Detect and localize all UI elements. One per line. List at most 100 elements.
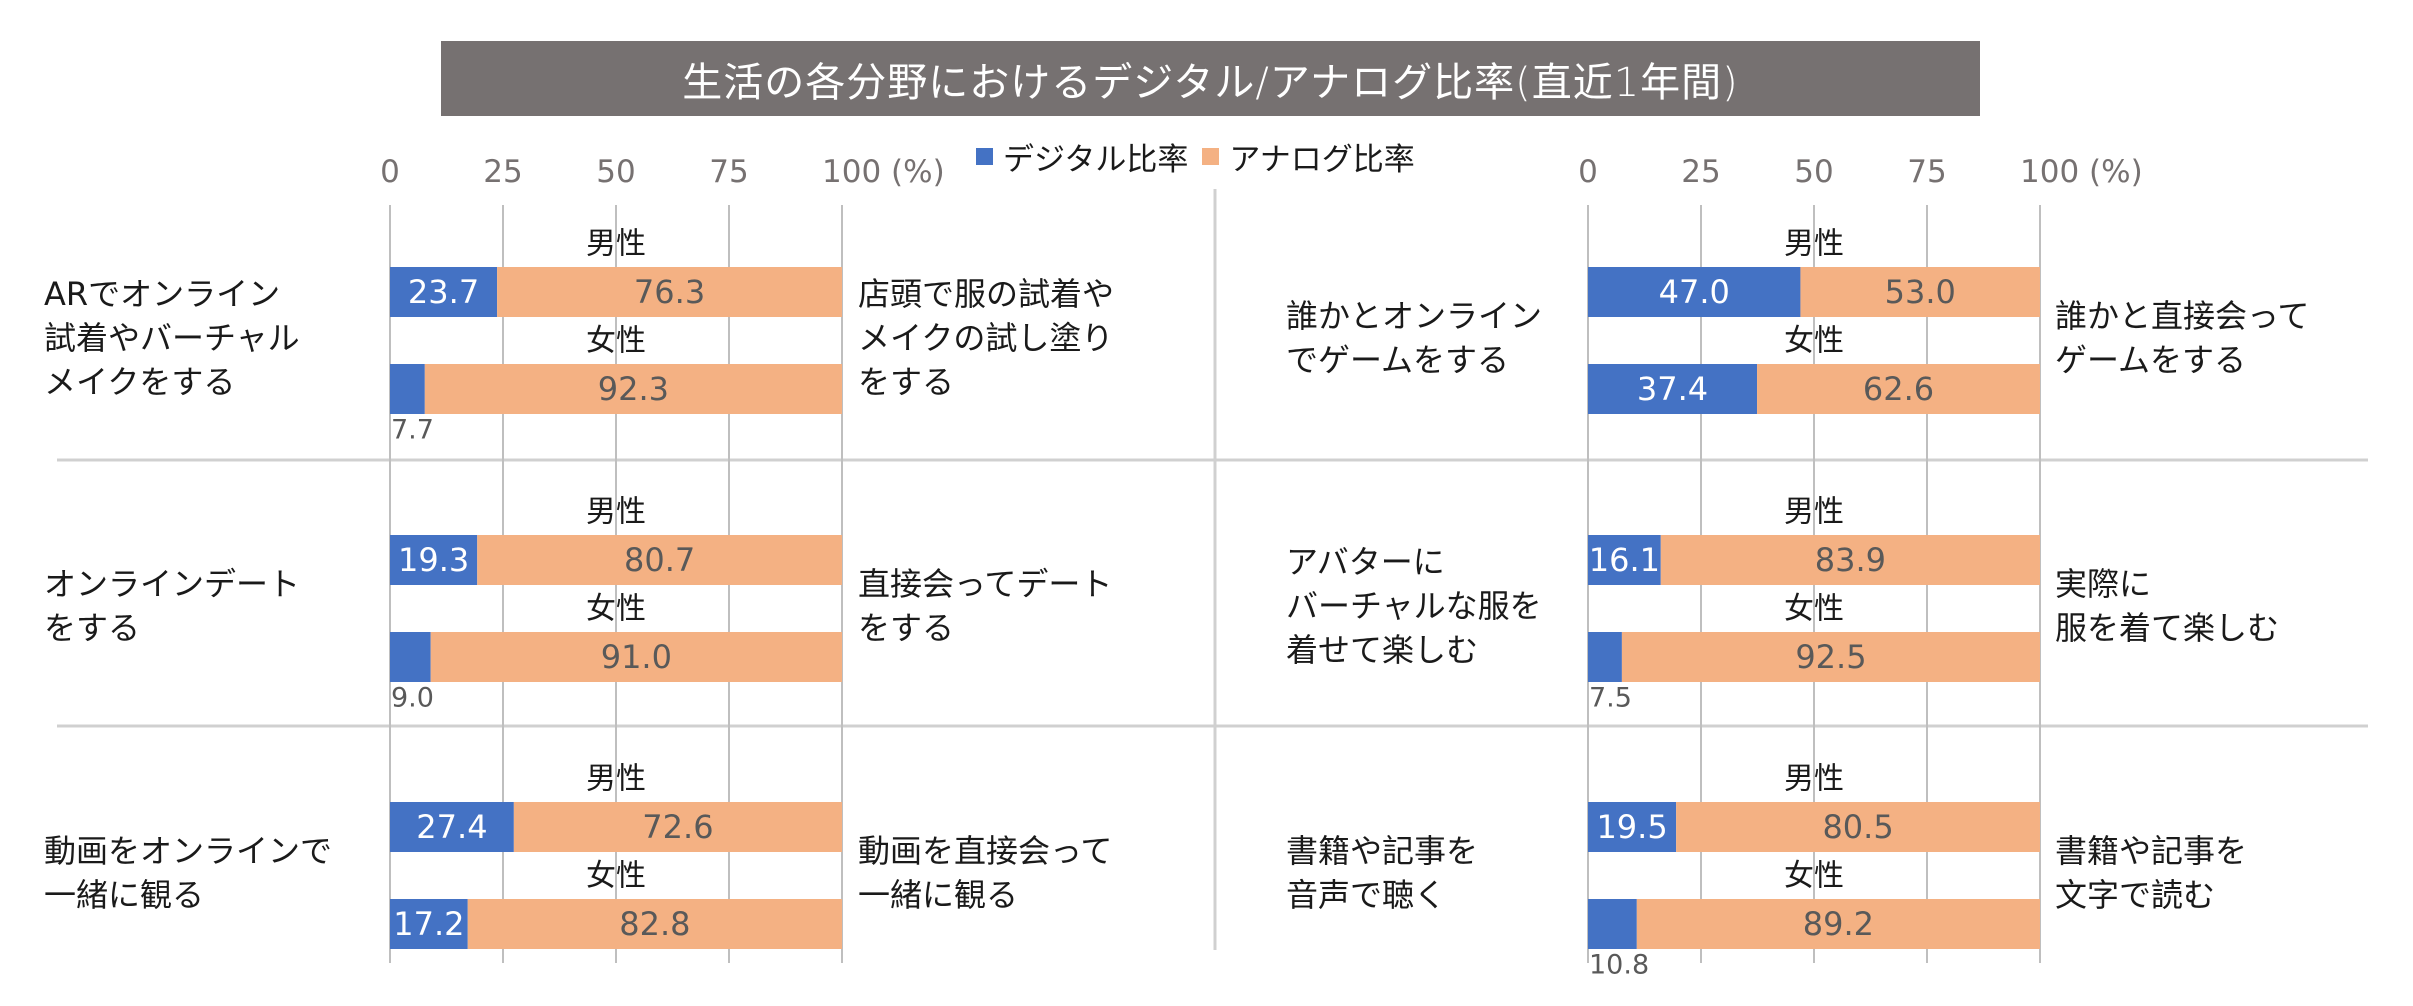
value-label-analog: 92.3 xyxy=(598,370,669,408)
bar-digital xyxy=(1588,535,1661,585)
group-label: 男性 xyxy=(1784,227,1844,262)
bar-digital xyxy=(1588,899,1637,949)
value-label-analog: 89.2 xyxy=(1803,905,1874,943)
bar-analog xyxy=(513,802,842,852)
x-tick-label: 75 xyxy=(709,154,748,190)
value-label-digital: 37.4 xyxy=(1637,370,1708,408)
analog-activity-label-line: 動画を直接会って xyxy=(858,832,1112,870)
analog-activity-label: 書籍や記事を文字で読む xyxy=(2055,832,2247,914)
value-label-digital: 7.5 xyxy=(1589,683,1632,714)
digital-activity-label-line: をする xyxy=(44,609,140,647)
digital-activity-label-line: オンラインデート xyxy=(44,565,300,603)
value-label-analog: 92.5 xyxy=(1795,638,1866,676)
analog-activity-label: 動画を直接会って一緒に観る xyxy=(858,832,1112,914)
bar-analog xyxy=(1660,535,2040,585)
bar-analog xyxy=(497,267,842,317)
bar-analog xyxy=(1757,364,2040,414)
legend-label-digital: デジタル比率 xyxy=(1003,141,1189,178)
digital-activity-label: 書籍や記事を音声で聴く xyxy=(1286,832,1478,914)
value-label-analog: 91.0 xyxy=(601,638,672,676)
bar-digital xyxy=(1588,267,1801,317)
digital-activity-label-line: 着せて楽しむ xyxy=(1286,631,1478,669)
value-label-digital: 10.8 xyxy=(1589,950,1649,981)
bar-analog xyxy=(424,364,842,414)
digital-activity-label-line: 試着やバーチャル xyxy=(44,319,300,357)
digital-activity-label-line: 音声で聴く xyxy=(1286,876,1446,914)
analog-activity-label-line: をする xyxy=(858,363,954,401)
digital-activity-label-line: 一緒に観る xyxy=(44,876,204,914)
bar-analog xyxy=(467,899,842,949)
legend-swatch-digital xyxy=(976,147,993,165)
analog-activity-label-line: 直接会ってデート xyxy=(858,565,1112,603)
bar-analog xyxy=(1621,632,2040,682)
digital-activity-label-line: メイクをする xyxy=(44,363,235,401)
x-tick-label: 50 xyxy=(1794,154,1833,190)
chart-title: 生活の各分野におけるデジタル/アナログ比率(直近1年間) xyxy=(682,59,1739,106)
digital-activity-label: 誰かとオンラインでゲームをする xyxy=(1286,297,1542,379)
chart-title-banner: 生活の各分野におけるデジタル/アナログ比率(直近1年間) xyxy=(441,41,1980,116)
group-label: 女性 xyxy=(586,592,646,627)
analog-activity-label: 誰かと直接会ってゲームをする xyxy=(2055,297,2309,379)
value-label-digital: 27.4 xyxy=(416,808,487,846)
x-tick-label: 75 xyxy=(1907,154,1946,190)
digital-activity-label-line: バーチャルな服を xyxy=(1286,587,1542,625)
group-label: 女性 xyxy=(1784,592,1844,627)
value-label-analog: 72.6 xyxy=(642,808,713,846)
analog-activity-label-line: メイクの試し塗り xyxy=(858,319,1113,357)
analog-activity-label-line: 一緒に観る xyxy=(858,876,1018,914)
bar-digital xyxy=(1588,632,1622,682)
digital-activity-label: オンラインデートをする xyxy=(44,565,300,647)
legend: デジタル比率 アナログ比率 xyxy=(976,136,1429,178)
x-tick-label: 25 xyxy=(483,154,522,190)
group-label: 男性 xyxy=(586,227,646,262)
bar-digital xyxy=(390,802,514,852)
value-label-digital: 23.7 xyxy=(408,273,479,311)
digital-activity-label-line: ARでオンライン xyxy=(44,275,280,313)
bar-digital xyxy=(390,899,468,949)
analog-activity-label: 実際に服を着て楽しむ xyxy=(2055,565,2279,647)
digital-activity-label-line: でゲームをする xyxy=(1286,341,1509,379)
digital-activity-label: アバターにバーチャルな服を着せて楽しむ xyxy=(1286,543,1542,669)
group-label: 男性 xyxy=(586,495,646,530)
analog-activity-label: 店頭で服の試着やメイクの試し塗りをする xyxy=(858,275,1114,401)
group-label: 女性 xyxy=(1784,859,1844,894)
group-label: 男性 xyxy=(586,762,646,797)
bar-digital xyxy=(1588,802,1677,852)
digital-activity-label: ARでオンライン試着やバーチャルメイクをする xyxy=(44,275,300,401)
value-label-digital: 7.7 xyxy=(391,415,434,446)
bar-analog xyxy=(430,632,842,682)
bar-analog xyxy=(477,535,842,585)
analog-activity-label-line: 誰かと直接会って xyxy=(2055,297,2309,335)
bar-digital xyxy=(390,364,425,414)
bar-analog xyxy=(1636,899,2040,949)
value-label-analog: 82.8 xyxy=(619,905,690,943)
digital-activity-label-line: 書籍や記事を xyxy=(1286,832,1478,870)
digital-activity-label: 動画をオンラインで一緒に観る xyxy=(44,832,332,914)
value-label-analog: 80.7 xyxy=(624,541,695,579)
analog-activity-label-line: 実際に xyxy=(2055,565,2151,603)
value-label-analog: 53.0 xyxy=(1885,273,1956,311)
digital-activity-label-line: 動画をオンラインで xyxy=(44,832,332,870)
analog-activity-label-line: をする xyxy=(858,609,954,647)
x-tick-label: 0 xyxy=(380,154,400,190)
x-tick-label: 25 xyxy=(1681,154,1720,190)
group-label: 男性 xyxy=(1784,762,1844,797)
analog-activity-label: 直接会ってデートをする xyxy=(858,565,1112,647)
bar-digital xyxy=(1588,364,1758,414)
value-label-analog: 80.5 xyxy=(1822,808,1893,846)
bar-digital xyxy=(390,267,498,317)
bar-digital xyxy=(390,535,478,585)
value-label-digital: 19.5 xyxy=(1596,808,1667,846)
analog-activity-label-line: 書籍や記事を xyxy=(2055,832,2247,870)
analog-activity-label-line: 店頭で服の試着や xyxy=(858,275,1114,313)
value-label-digital: 47.0 xyxy=(1659,273,1730,311)
group-label: 女性 xyxy=(586,859,646,894)
value-label-analog: 83.9 xyxy=(1815,541,1886,579)
bar-analog xyxy=(1676,802,2040,852)
analog-activity-label-line: 服を着て楽しむ xyxy=(2055,609,2279,647)
bar-analog xyxy=(1800,267,2040,317)
digital-activity-label-line: 誰かとオンライン xyxy=(1286,297,1542,335)
value-label-digital: 16.1 xyxy=(1589,541,1660,579)
value-label-digital: 19.3 xyxy=(398,541,469,579)
